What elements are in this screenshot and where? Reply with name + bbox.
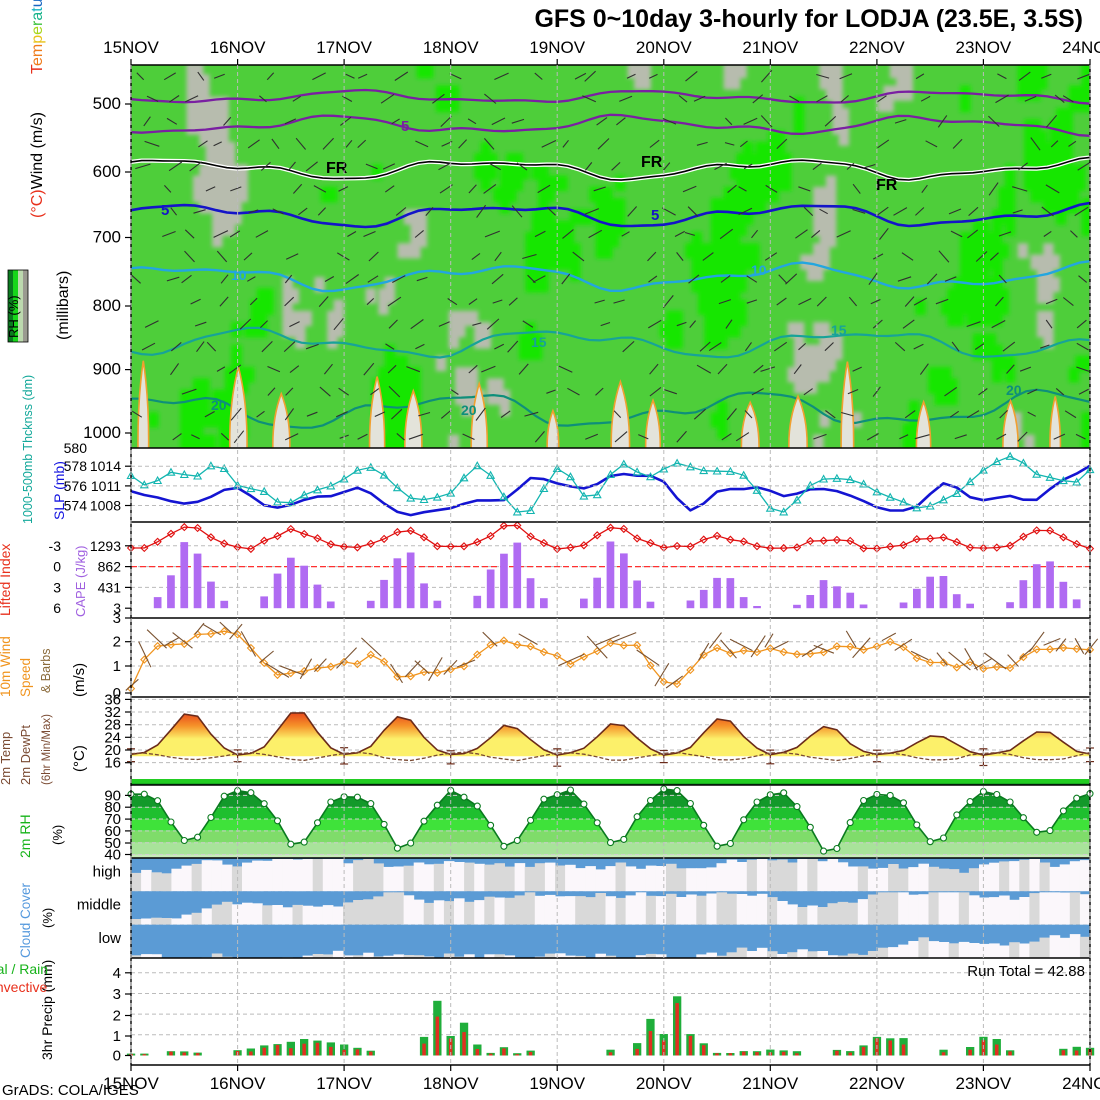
svg-text:(millibars): (millibars) — [55, 271, 72, 340]
svg-text:578: 578 — [64, 458, 88, 474]
svg-text:1014: 1014 — [90, 458, 121, 474]
svg-text:431: 431 — [98, 579, 122, 595]
svg-text:5: 5 — [161, 202, 169, 219]
svg-text:CAPE (J/kg): CAPE (J/kg) — [73, 545, 88, 617]
svg-text:16NOV: 16NOV — [210, 1074, 266, 1093]
svg-text:middle: middle — [77, 897, 121, 914]
svg-text:2: 2 — [113, 1008, 121, 1025]
svg-text:16NOV: 16NOV — [210, 38, 266, 57]
svg-text:22NOV: 22NOV — [849, 38, 905, 57]
svg-text:21NOV: 21NOV — [742, 1074, 798, 1093]
svg-text:2m DewPt: 2m DewPt — [18, 725, 33, 785]
svg-text:862: 862 — [98, 559, 122, 575]
svg-text:2m Temp: 2m Temp — [0, 732, 13, 785]
svg-text:(m/s): (m/s) — [71, 663, 88, 697]
svg-text:17NOV: 17NOV — [316, 38, 372, 57]
svg-text:(6hr Min/Max): (6hr Min/Max) — [41, 714, 53, 785]
svg-text:21NOV: 21NOV — [742, 38, 798, 57]
svg-text:2: 2 — [113, 634, 121, 651]
svg-text:RH (%): RH (%) — [6, 295, 21, 338]
svg-text:10: 10 — [231, 267, 247, 283]
svg-text:1: 1 — [113, 658, 121, 675]
svg-text:20NOV: 20NOV — [636, 1074, 692, 1093]
svg-text:19NOV: 19NOV — [529, 38, 585, 57]
svg-text:0: 0 — [53, 559, 61, 575]
svg-text:FR: FR — [326, 160, 348, 177]
svg-text:1000-500mb Thcknss (dm): 1000-500mb Thcknss (dm) — [21, 375, 35, 524]
svg-text:FR: FR — [876, 177, 898, 194]
svg-text:SLP (mb): SLP (mb) — [51, 461, 67, 520]
svg-text:574: 574 — [64, 498, 88, 514]
svg-text:6: 6 — [53, 600, 61, 616]
svg-text:24NOV: 24NOV — [1062, 38, 1100, 57]
svg-text:FR: FR — [641, 154, 663, 171]
svg-text:3: 3 — [113, 610, 121, 627]
svg-text:4: 4 — [113, 965, 121, 982]
svg-text:10: 10 — [751, 262, 767, 278]
svg-text:16: 16 — [104, 755, 121, 772]
svg-text:580: 580 — [64, 440, 88, 456]
svg-text:1: 1 — [113, 1028, 121, 1045]
svg-text:700: 700 — [93, 228, 121, 247]
svg-text:20NOV: 20NOV — [636, 38, 692, 57]
svg-text:20: 20 — [461, 402, 477, 418]
svg-text:0: 0 — [113, 1048, 121, 1065]
svg-text:(°C)Wind (m/s): (°C)Wind (m/s) — [29, 112, 46, 218]
svg-text:1008: 1008 — [90, 498, 121, 514]
svg-text:-3: -3 — [49, 538, 62, 554]
svg-text:Cloud Cover: Cloud Cover — [18, 882, 33, 958]
svg-text:GFS 0~10day 3-hourly for LODJA: GFS 0~10day 3-hourly for LODJA (23.5E, 3… — [534, 5, 1083, 33]
svg-text:22NOV: 22NOV — [849, 1074, 905, 1093]
svg-text:600: 600 — [93, 162, 121, 181]
svg-text:Speed: Speed — [18, 658, 33, 697]
svg-text:5: 5 — [401, 118, 409, 135]
svg-text:20: 20 — [211, 397, 227, 413]
svg-text:GrADS: COLA/IGES: GrADS: COLA/IGES — [2, 1082, 139, 1099]
svg-text:(°C): (°C) — [71, 745, 88, 772]
svg-text:& Barbs: & Barbs — [39, 649, 53, 693]
svg-text:15: 15 — [531, 334, 547, 350]
svg-text:Temperature: Temperature — [29, 0, 46, 74]
svg-text:Total / Rain: Total / Rain — [0, 961, 48, 977]
svg-text:3: 3 — [113, 986, 121, 1003]
svg-text:24NOV: 24NOV — [1062, 1074, 1100, 1093]
svg-text:15NOV: 15NOV — [103, 38, 159, 57]
svg-text:18NOV: 18NOV — [423, 38, 479, 57]
svg-text:576: 576 — [64, 478, 88, 494]
svg-text:800: 800 — [93, 296, 121, 315]
svg-text:low: low — [98, 930, 121, 947]
svg-text:19NOV: 19NOV — [529, 1074, 585, 1093]
svg-text:Lifted Index: Lifted Index — [0, 544, 13, 616]
svg-text:40: 40 — [104, 847, 121, 864]
svg-text:2m RH: 2m RH — [17, 814, 33, 858]
svg-text:23NOV: 23NOV — [956, 1074, 1012, 1093]
svg-text:(%): (%) — [50, 825, 65, 845]
svg-text:(%): (%) — [40, 908, 55, 928]
svg-text:500: 500 — [93, 94, 121, 113]
svg-text:3: 3 — [53, 579, 61, 595]
svg-text:15: 15 — [831, 322, 847, 338]
svg-text:23NOV: 23NOV — [956, 38, 1012, 57]
svg-text:Convective: Convective — [0, 979, 47, 995]
svg-text:1293: 1293 — [90, 538, 121, 554]
svg-text:10m Wind: 10m Wind — [0, 636, 13, 697]
svg-text:Run Total = 42.88: Run Total = 42.88 — [967, 963, 1085, 980]
svg-text:1000: 1000 — [83, 423, 121, 442]
svg-text:high: high — [93, 863, 121, 880]
svg-text:5: 5 — [651, 207, 659, 224]
svg-text:17NOV: 17NOV — [316, 1074, 372, 1093]
svg-text:1011: 1011 — [91, 478, 121, 494]
svg-text:20: 20 — [1006, 382, 1022, 398]
svg-text:900: 900 — [93, 360, 121, 379]
svg-text:18NOV: 18NOV — [423, 1074, 479, 1093]
